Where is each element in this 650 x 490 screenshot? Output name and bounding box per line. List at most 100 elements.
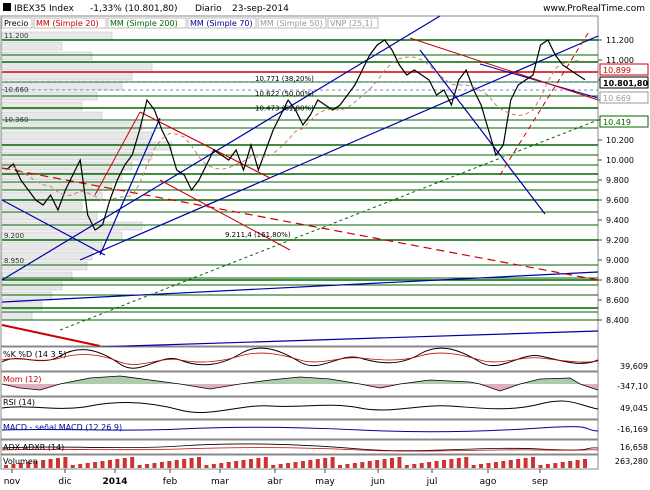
y-tick-label: 8.600 xyxy=(606,296,629,305)
red-trend-line xyxy=(94,111,141,196)
ma200-line xyxy=(59,119,599,331)
volume-bar xyxy=(159,462,164,468)
symbol-name: IBEX35 Index xyxy=(14,4,74,14)
volume-bar xyxy=(471,465,476,468)
y-tick-label: 9.400 xyxy=(606,216,629,225)
stochastic-signal xyxy=(1,352,599,365)
volume-profile-bar xyxy=(1,251,93,261)
price-label: 10.801,80 xyxy=(603,79,648,88)
stochastic-value: 39,609 xyxy=(620,362,648,371)
volume-bar xyxy=(575,460,580,468)
volume-profile-bar xyxy=(1,141,173,151)
legend-item: MM (Simple 200) xyxy=(107,17,187,29)
volume-profile-bar xyxy=(1,41,63,51)
volume-bar xyxy=(256,458,261,468)
legend: Precio MM (Simple 20) MM (Simple 200) MM… xyxy=(1,17,379,29)
volume-bar xyxy=(553,463,558,468)
volume-bar xyxy=(107,460,112,468)
time-axis: nov dic 2014 feb mar abr may jun jul ago sep xyxy=(4,469,548,487)
volume-bar xyxy=(226,462,231,468)
red-trend-line xyxy=(409,37,599,101)
volume-bar xyxy=(48,459,53,468)
chart-period: Diario xyxy=(195,4,222,14)
x-tick-label: abr xyxy=(268,477,283,487)
volume-bar xyxy=(449,459,454,468)
volume-profile-bar xyxy=(1,291,53,301)
volume-bar xyxy=(367,461,372,468)
volume-profile-bar xyxy=(1,171,123,181)
legend-item: Precio xyxy=(1,17,33,29)
stochastic-label: %K %D (14 3 5) xyxy=(3,350,66,359)
price-label-box xyxy=(599,76,649,89)
volume-bar xyxy=(189,458,194,468)
price-panel-frame xyxy=(0,15,599,347)
volume-bar xyxy=(486,463,491,468)
y-tick-label: 11.000 xyxy=(606,56,634,65)
volume-profile-label: 8.950 xyxy=(4,257,24,265)
volume-bar xyxy=(78,464,83,468)
momentum-line xyxy=(1,375,599,392)
volume-profile-bar xyxy=(1,71,133,81)
momentum-value: -347,10 xyxy=(617,382,648,391)
volume-bar xyxy=(219,463,224,468)
volume-bar xyxy=(323,458,328,468)
volume-bar xyxy=(167,461,172,468)
price-label: 10.419 xyxy=(603,118,631,127)
adx-label: ADX ADXR (14) xyxy=(3,443,64,452)
volume-bar xyxy=(241,460,246,468)
volume-bar xyxy=(286,463,291,468)
red-trend-line xyxy=(159,179,291,251)
rsi-label: RSI (14) xyxy=(3,398,35,407)
fib-label: 9.211,4 (161,80%) xyxy=(225,231,291,239)
trend-line xyxy=(1,199,106,256)
volume-bar xyxy=(375,460,380,468)
volume-profile-bar xyxy=(1,131,153,141)
red-dashed-line xyxy=(1,167,599,281)
volume-bar xyxy=(41,460,46,468)
horizontal-levels xyxy=(2,39,598,321)
y-tick-label: 9.800 xyxy=(606,176,629,185)
red-trend-line xyxy=(139,111,271,179)
volume-bar xyxy=(85,463,90,468)
y-tick-label: 11.200 xyxy=(606,36,634,45)
y-tick-label: 9.200 xyxy=(606,236,629,245)
volume-bar xyxy=(70,465,75,468)
volume-bar xyxy=(583,459,587,468)
volume-profile-bar xyxy=(1,221,143,231)
volume-profile-label: 9.200 xyxy=(4,232,24,240)
stochastic-line xyxy=(1,347,599,369)
volume-bar xyxy=(330,457,335,468)
x-tick-label: may xyxy=(315,477,335,487)
volume-bar xyxy=(63,457,68,468)
volume-profile-bar xyxy=(1,101,83,111)
volume-bar xyxy=(293,462,298,468)
svg-text:Precio: Precio xyxy=(4,19,28,28)
macd-value: -16,169 xyxy=(617,425,648,434)
volume-bar xyxy=(531,457,536,468)
chart-date: 23-sep-2014 xyxy=(232,4,289,14)
volume-bar xyxy=(152,463,157,468)
volume-value: 263,280 xyxy=(615,457,648,466)
volume-bar xyxy=(516,459,521,468)
fib-label: 10.622 (50,00%) xyxy=(255,90,314,98)
volume-profile-bar xyxy=(1,261,88,271)
volume-bar xyxy=(479,464,484,468)
price-line xyxy=(5,39,586,231)
volume-bar xyxy=(360,462,365,468)
volume-bar xyxy=(545,464,550,468)
fibonacci-labels: 10.771 (38,20%) 10.622 (50,00%) 10.473 (61… xyxy=(225,75,314,239)
volume-bar xyxy=(115,459,120,468)
trend-line xyxy=(99,117,161,256)
x-tick-label: 2014 xyxy=(102,477,127,487)
volume-bar xyxy=(464,457,469,468)
volume-bar xyxy=(248,459,253,468)
indicator-panels: %K %D (14 3 5) 39,609 Mom (12) -347,10 R… xyxy=(0,346,648,470)
volume-label: Volumen xyxy=(3,457,38,466)
x-tick-label: sep xyxy=(532,477,548,487)
fib-label: 10.771 (38,20%) xyxy=(255,75,314,83)
y-tick-label: 9.600 xyxy=(606,196,629,205)
volume-bar xyxy=(11,464,16,468)
x-tick-label: ago xyxy=(480,477,497,487)
volume-bar xyxy=(197,457,201,468)
volume-bar xyxy=(211,464,216,468)
